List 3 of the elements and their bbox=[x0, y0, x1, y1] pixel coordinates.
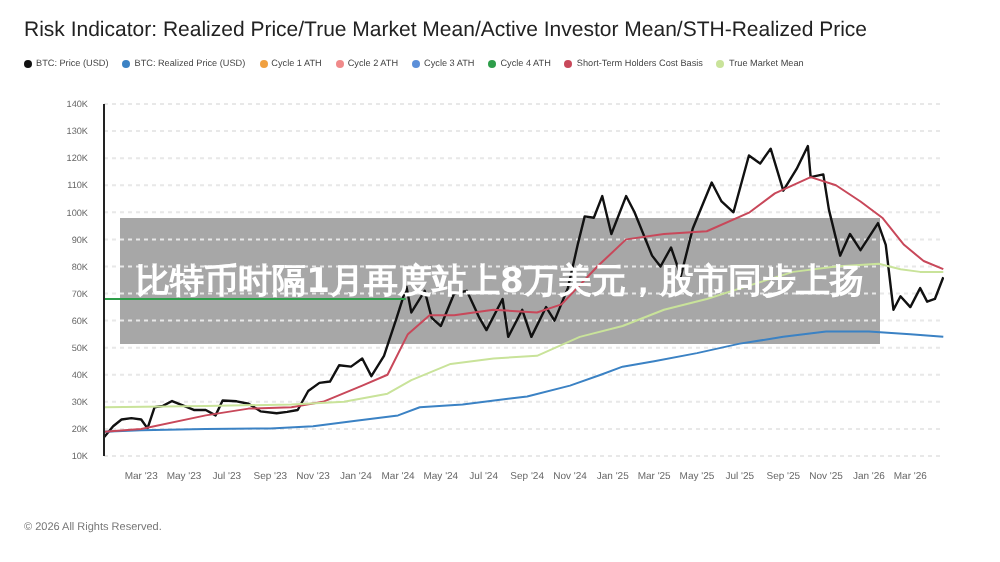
line-series bbox=[104, 262, 944, 409]
line-series bbox=[104, 330, 944, 433]
chart-title: Risk Indicator: Realized Price/True Market Mean/Active Investor Mean/STH-Realized Price bbox=[24, 18, 868, 42]
